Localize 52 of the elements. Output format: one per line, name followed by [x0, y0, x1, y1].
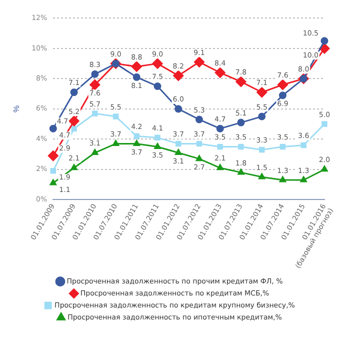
- point: [217, 144, 223, 150]
- point: [154, 134, 160, 141]
- point: [71, 126, 77, 132]
- point: [279, 176, 286, 182]
- point: [277, 79, 288, 90]
- point: [133, 140, 140, 146]
- point: [216, 124, 224, 132]
- point: [92, 110, 98, 116]
- point: [258, 146, 265, 153]
- point: [196, 140, 202, 147]
- point: [238, 144, 244, 150]
- point: [237, 118, 245, 126]
- point: [49, 124, 57, 132]
- point: [131, 61, 142, 72]
- point: [216, 164, 224, 170]
- point: [214, 67, 226, 78]
- point: [321, 166, 328, 172]
- point: [194, 56, 204, 68]
- point: [70, 88, 78, 96]
- point: [112, 114, 119, 120]
- point: [320, 37, 328, 45]
- point: [174, 105, 182, 113]
- point: [134, 133, 140, 140]
- point: [173, 70, 184, 81]
- point: [50, 179, 57, 186]
- point: [91, 70, 99, 78]
- point: [90, 79, 100, 90]
- point: [152, 58, 163, 69]
- point: [258, 173, 266, 180]
- point: [236, 76, 246, 87]
- point: [280, 144, 286, 150]
- point: [48, 150, 58, 162]
- point: [176, 140, 182, 147]
- point: [175, 149, 182, 156]
- point: [70, 164, 78, 170]
- point: [112, 140, 120, 146]
- point: [258, 112, 266, 120]
- point: [322, 121, 328, 127]
- y-axis-title: %: [12, 105, 22, 112]
- point: [195, 116, 203, 124]
- point: [300, 176, 307, 182]
- point: [68, 116, 80, 126]
- point: [132, 73, 140, 81]
- point: [196, 155, 203, 162]
- point: [154, 142, 161, 149]
- point: [300, 142, 306, 148]
- point: [278, 92, 286, 100]
- point: [238, 168, 244, 175]
- point: [154, 82, 162, 90]
- point: [92, 149, 98, 156]
- point: [50, 168, 56, 174]
- point: [256, 87, 268, 98]
